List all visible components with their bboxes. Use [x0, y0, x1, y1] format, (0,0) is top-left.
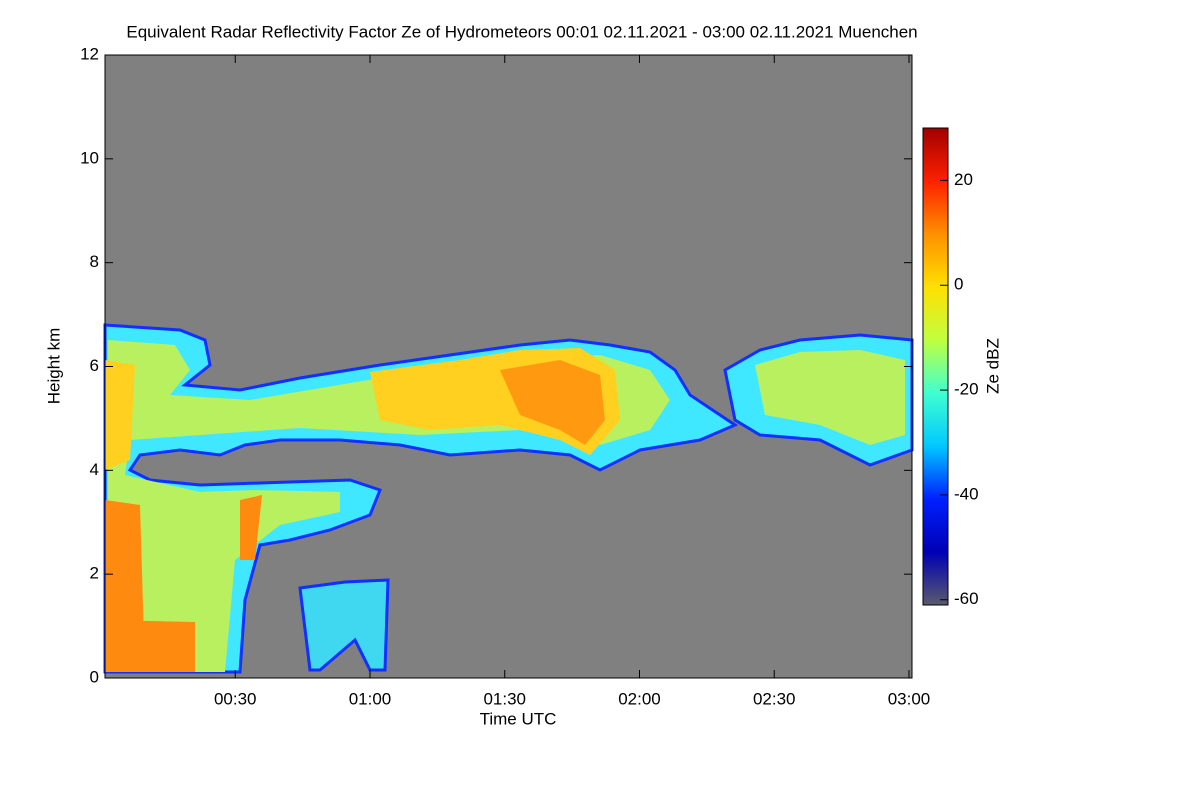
cloud-core [105, 360, 135, 470]
y-tick-label: 12 [80, 44, 99, 63]
y-tick-label: 8 [90, 252, 99, 271]
y-tick-label: 4 [90, 460, 99, 479]
x-tick-label: 00:30 [214, 689, 257, 708]
x-tick-label: 02:30 [753, 689, 796, 708]
colorbar-tick-label: -60 [954, 589, 979, 608]
chart-title: Equivalent Radar Reflectivity Factor Ze … [126, 22, 917, 41]
colorbar-tick-label: 20 [954, 170, 973, 189]
x-tick-label: 01:00 [349, 689, 392, 708]
x-tick-label: 02:00 [618, 689, 661, 708]
colorbar-label: Ze dBZ [983, 338, 1002, 394]
colorbar-tick-label: -20 [954, 380, 979, 399]
x-tick-label: 01:30 [483, 689, 526, 708]
colorbar-tick-label: 0 [954, 275, 963, 294]
colorbar-tick-label: -40 [954, 484, 979, 503]
cloud-core [755, 350, 905, 445]
y-tick-label: 10 [80, 148, 99, 167]
x-tick-label: 03:00 [888, 689, 931, 708]
y-tick-label: 0 [90, 667, 99, 686]
cloud-core [500, 360, 605, 445]
y-tick-label: 2 [90, 564, 99, 583]
cloud-core [105, 495, 262, 672]
y-tick-label: 6 [90, 356, 99, 375]
x-axis-label: Time UTC [480, 709, 557, 728]
y-axis-label: Height km [44, 328, 63, 405]
colorbar [922, 127, 949, 606]
